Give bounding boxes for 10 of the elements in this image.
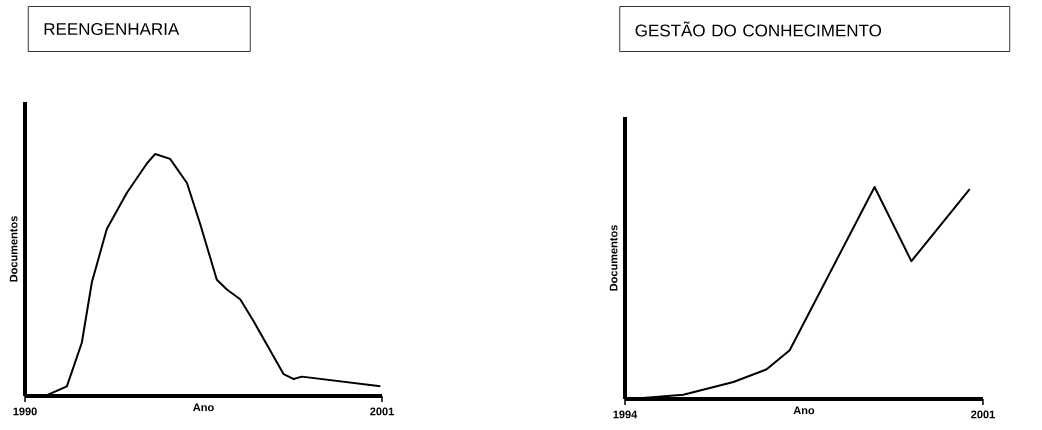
x-tick-label: 2001 [370, 407, 394, 416]
y-axis-title: Documentos [9, 216, 18, 282]
x-axis-title: Ano [793, 406, 815, 415]
x-tick-label: 2001 [971, 410, 995, 419]
x-axis-title: Ano [193, 403, 214, 412]
chart-title: REENGENHARIA [44, 22, 180, 36]
y-axis-title: Documentos [609, 225, 618, 291]
x-tick-label: 1990 [13, 407, 37, 416]
chart-title: GESTÃO DO CONHECIMENTO [635, 21, 882, 37]
x-tick-label: 1994 [613, 410, 638, 419]
